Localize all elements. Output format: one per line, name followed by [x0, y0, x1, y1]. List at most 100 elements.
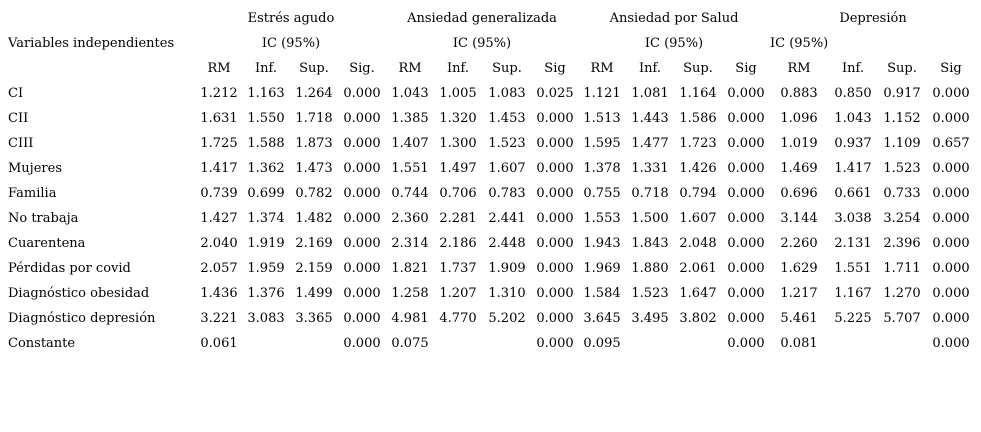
table-cell: 1.909	[488, 261, 526, 276]
table-cell: 0.000	[343, 311, 381, 326]
table-cell: 1.523	[883, 161, 921, 176]
table-cell: 2.048	[679, 236, 717, 251]
table-cell: 0.000	[932, 111, 970, 126]
table-cell: 0.000	[536, 161, 574, 176]
row-label: CII	[8, 111, 29, 126]
table-cell: 1.453	[488, 111, 526, 126]
group-title-estres-agudo: Estrés agudo	[247, 11, 335, 26]
table-cell	[878, 331, 926, 356]
table-cell: 0.782	[295, 186, 333, 201]
table-cell: 0.000	[343, 161, 381, 176]
table-cell: 2.314	[391, 236, 429, 251]
table-cell: 0.000	[536, 111, 574, 126]
table-cell: 1.469	[780, 161, 818, 176]
table-cell: 1.163	[247, 86, 285, 101]
table-cell: 1.385	[391, 111, 429, 126]
table-cell: 0.917	[883, 86, 921, 101]
row-label: Diagnóstico obesidad	[8, 286, 150, 301]
col-header-sig: Sig	[735, 61, 757, 76]
table-cell: 0.075	[391, 336, 429, 351]
col-header-inf: Inf.	[447, 61, 469, 76]
table-cell: 0.081	[780, 336, 818, 351]
col-header-inf: Inf.	[842, 61, 864, 76]
col-header-sup: Sup.	[683, 61, 713, 76]
ci-label-row: Variables independientes IC (95%) IC (95…	[8, 31, 976, 56]
table-cell: 0.000	[932, 161, 970, 176]
table-cell: 1.482	[295, 211, 333, 226]
table-cell: 3.083	[247, 311, 285, 326]
table-cell: 0.000	[727, 286, 765, 301]
table-cell: 1.417	[834, 161, 872, 176]
table-cell: 1.553	[583, 211, 621, 226]
table-cell: 0.661	[834, 186, 872, 201]
table-cell: 0.733	[883, 186, 921, 201]
table-cell: 1.417	[200, 161, 238, 176]
table-cell: 0.025	[536, 86, 574, 101]
table-cell: 2.169	[295, 236, 333, 251]
table-cell: 0.000	[343, 211, 381, 226]
table-cell: 1.083	[488, 86, 526, 101]
table-cell: 1.374	[247, 211, 285, 226]
table-cell: 0.000	[727, 261, 765, 276]
table-cell: 5.461	[780, 311, 818, 326]
table-cell: 1.320	[439, 111, 477, 126]
table-cell: 1.270	[883, 286, 921, 301]
table-cell: 0.000	[932, 336, 970, 351]
table-cell: 1.081	[631, 86, 669, 101]
table-cell	[242, 331, 290, 356]
table-cell: 0.000	[727, 161, 765, 176]
table-cell: 1.550	[247, 111, 285, 126]
table-cell: 1.096	[780, 111, 818, 126]
table-cell	[828, 331, 878, 356]
col-header-sig: Sig	[544, 61, 566, 76]
table-cell: 1.843	[631, 236, 669, 251]
table-cell: 0.000	[536, 211, 574, 226]
table-cell: 0.000	[932, 236, 970, 251]
row-label: No trabaja	[8, 211, 79, 226]
col-header-rm: RM	[590, 61, 614, 76]
table-cell: 0.000	[932, 211, 970, 226]
table-cell: 0.937	[834, 136, 872, 151]
table-cell: 3.144	[780, 211, 818, 226]
table-cell: 1.300	[439, 136, 477, 151]
table-cell: 0.000	[727, 236, 765, 251]
table-row: Constante 0.061 0.000 0.075 0.000 0.095 0.000 0…	[8, 331, 976, 356]
table-cell: 3.221	[200, 311, 238, 326]
table-cell: 1.005	[439, 86, 477, 101]
table-cell: 0.883	[780, 86, 818, 101]
col-header-inf: Inf.	[255, 61, 277, 76]
table-cell: 4.981	[391, 311, 429, 326]
table-cell: 2.131	[834, 236, 872, 251]
table-cell: 1.821	[391, 261, 429, 276]
table-cell: 2.441	[488, 211, 526, 226]
group-title-depresion: Depresión	[839, 11, 907, 26]
table-cell: 0.000	[343, 236, 381, 251]
table-cell: 3.495	[631, 311, 669, 326]
table-cell: 1.586	[679, 111, 717, 126]
col-header-sup: Sup.	[299, 61, 329, 76]
table-cell: 1.167	[834, 286, 872, 301]
spacer-cell	[8, 56, 196, 81]
row-label: Constante	[8, 336, 76, 351]
table-cell: 1.943	[583, 236, 621, 251]
table-cell: 1.497	[439, 161, 477, 176]
table-cell: 0.755	[583, 186, 621, 201]
table-cell: 3.645	[583, 311, 621, 326]
table-cell: 0.000	[727, 311, 765, 326]
table-body: CI 1.212 1.163 1.264 0.000 1.043 1.005 1.083 0.0…	[8, 81, 976, 356]
table-cell: 0.794	[679, 186, 717, 201]
table-cell: 0.000	[727, 86, 765, 101]
table-cell: 0.850	[834, 86, 872, 101]
table-cell: 0.000	[932, 186, 970, 201]
row-label-header: Variables independientes	[8, 36, 175, 51]
table-cell: 1.595	[583, 136, 621, 151]
table-cell: 1.647	[679, 286, 717, 301]
row-label: CIII	[8, 136, 34, 151]
table-cell: 0.000	[536, 261, 574, 276]
table-cell: 0.000	[932, 261, 970, 276]
table-cell: 1.121	[583, 86, 621, 101]
table-cell: 0.783	[488, 186, 526, 201]
table-cell: 1.725	[200, 136, 238, 151]
table-cell: 0.000	[727, 111, 765, 126]
table-cell: 0.696	[780, 186, 818, 201]
